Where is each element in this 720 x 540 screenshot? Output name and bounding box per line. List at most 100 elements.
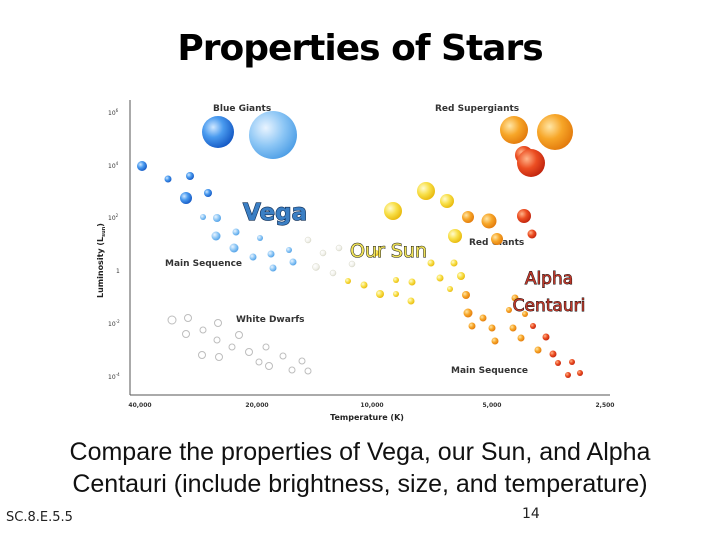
label-main-sequence-left: Main Sequence [165, 259, 242, 269]
main-sequence-star [436, 274, 444, 282]
main-sequence-star [488, 324, 496, 332]
slide-caption: Compare the properties of Vega, our Sun,… [20, 436, 700, 500]
star-field [137, 161, 583, 378]
main-sequence-star [186, 172, 194, 180]
main-sequence-star [481, 213, 497, 229]
main-sequence-star [463, 308, 473, 318]
main-sequence-star [204, 189, 212, 197]
main-sequence-star [517, 334, 525, 342]
main-sequence-star [511, 294, 519, 302]
main-sequence-star [407, 297, 415, 305]
main-sequence-star [137, 161, 147, 171]
main-sequence-star [180, 192, 192, 204]
main-sequence-star [249, 253, 257, 261]
white-dwarf-star [182, 330, 190, 338]
main-sequence-star [312, 263, 320, 271]
main-sequence-star [549, 350, 557, 358]
label-main-sequence-right: Main Sequence [451, 366, 528, 376]
main-sequence-star [329, 269, 337, 277]
label-blue-giants: Blue Giants [213, 104, 271, 114]
main-sequence-star [530, 323, 536, 329]
main-sequence-star [542, 333, 550, 341]
x-tick-label: 10,000 [360, 402, 383, 409]
white-dwarf-star [298, 357, 306, 365]
page-number: 14 [522, 506, 540, 522]
white-dwarf-star [262, 343, 270, 351]
white-dwarf-star [213, 336, 221, 344]
main-sequence-star [164, 175, 172, 183]
y-tick-label: 10-2 [108, 319, 120, 328]
label-red-supergiants: Red Supergiants [435, 104, 519, 114]
red-supergiant-star [517, 149, 545, 177]
y-tick-labels: 106 104 102 1 10-2 10-4 [108, 108, 120, 381]
caption-line-2: Centauri (include brightness, size, and … [72, 470, 648, 498]
main-sequence-star [393, 291, 399, 297]
y-tick-label: 106 [108, 108, 119, 117]
white-dwarf-star [167, 315, 177, 325]
white-dwarf-star [255, 358, 263, 366]
main-sequence-star [348, 260, 356, 268]
white-dwarf-star [184, 314, 192, 322]
x-tick-label: 20,000 [245, 402, 268, 409]
main-sequence-star [427, 259, 435, 267]
x-tick-label: 40,000 [128, 402, 151, 409]
white-dwarf-star [279, 352, 287, 360]
main-sequence-star [200, 214, 206, 220]
white-dwarf-star [245, 348, 253, 356]
x-axis-title: Temperature (K) [330, 413, 404, 422]
white-dwarf-star [304, 367, 312, 375]
main-sequence-star [569, 359, 575, 365]
main-sequence-star [408, 278, 416, 286]
main-sequence-star [384, 202, 402, 220]
main-sequence-star [335, 244, 343, 252]
standard-code: SC.8.E.5.5 [6, 510, 73, 525]
main-sequence-star [229, 243, 239, 253]
blue-giant-star [202, 116, 234, 148]
main-sequence-star [491, 337, 499, 345]
main-sequence-star [304, 236, 312, 244]
caption-line-1: Compare the properties of Vega, our Sun,… [69, 438, 651, 466]
main-sequence-star [211, 231, 221, 241]
y-tick-label: 102 [108, 213, 119, 222]
main-sequence-star [373, 250, 379, 256]
white-dwarf-star [228, 343, 236, 351]
main-sequence-star [534, 346, 542, 354]
main-sequence-star [286, 247, 292, 253]
main-sequence-star [491, 233, 503, 245]
y-tick-label: 104 [108, 161, 119, 170]
main-sequence-star [447, 286, 453, 292]
y-axis-title: Luminosity (Lsun) [96, 223, 107, 298]
main-sequence-star [462, 291, 470, 299]
main-sequence-star [417, 182, 435, 200]
main-sequence-star [232, 228, 240, 236]
red-supergiant-star [500, 116, 528, 144]
white-dwarf-star [265, 362, 273, 370]
main-sequence-star [517, 209, 531, 223]
white-dwarf-star [199, 326, 207, 334]
main-sequence-star [555, 360, 561, 366]
main-sequence-star [450, 259, 458, 267]
white-dwarf-star [235, 331, 243, 339]
main-sequence-star [267, 250, 275, 258]
main-sequence-star [440, 194, 454, 208]
main-sequence-star [345, 278, 351, 284]
label-white-dwarfs: White Dwarfs [236, 315, 305, 325]
main-sequence-star [269, 264, 277, 272]
y-tick-label: 10-4 [108, 372, 120, 381]
main-sequence-star [360, 281, 368, 289]
white-dwarf-star [288, 366, 296, 374]
main-sequence-star [468, 322, 476, 330]
main-sequence-star [462, 211, 474, 223]
hertzsprung-russell-diagram: 106 104 102 1 10-2 10-4 Luminosity (Lsun… [96, 100, 615, 422]
blue-giant-star [249, 111, 297, 159]
main-sequence-star [213, 214, 221, 222]
red-supergiant-star [537, 114, 573, 150]
main-sequence-star [577, 370, 583, 376]
main-sequence-star [319, 249, 327, 257]
main-sequence-star [527, 229, 537, 239]
x-tick-label: 2,500 [596, 402, 615, 409]
main-sequence-star [479, 314, 487, 322]
main-sequence-star [457, 272, 465, 280]
main-sequence-star [509, 324, 517, 332]
main-sequence-star [376, 290, 384, 298]
